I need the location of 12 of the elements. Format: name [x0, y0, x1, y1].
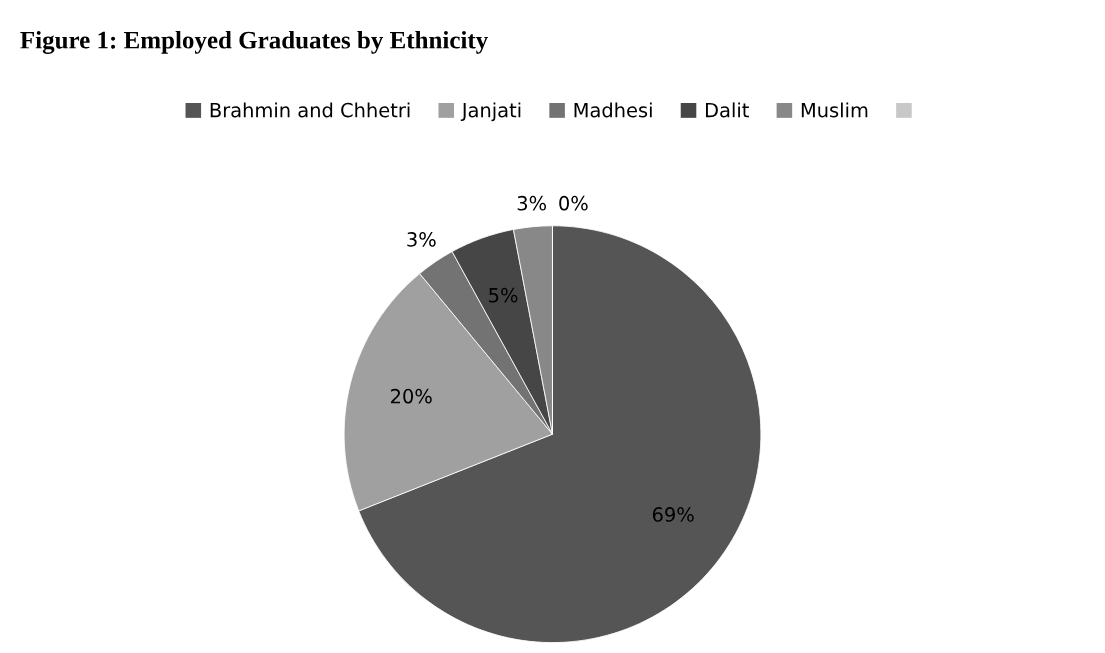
- legend-label: Madhesi: [574, 102, 652, 118]
- legend-label: Dalit: [705, 102, 749, 118]
- chart-title: Figure 1: Employed Graduates by Ethnicity: [20, 31, 488, 54]
- legend-label: Muslim: [801, 102, 868, 118]
- data-label: 3%: [517, 195, 547, 211]
- legend-label: Brahmin and Chhetri: [210, 102, 410, 118]
- legend-label: Janjati: [460, 102, 521, 122]
- text: 0%: [559, 195, 588, 211]
- data-label: 5%: [489, 287, 518, 303]
- data-label: 3%: [407, 232, 436, 247]
- data-label: 69%: [652, 507, 694, 522]
- data-label: 20%: [391, 388, 432, 404]
